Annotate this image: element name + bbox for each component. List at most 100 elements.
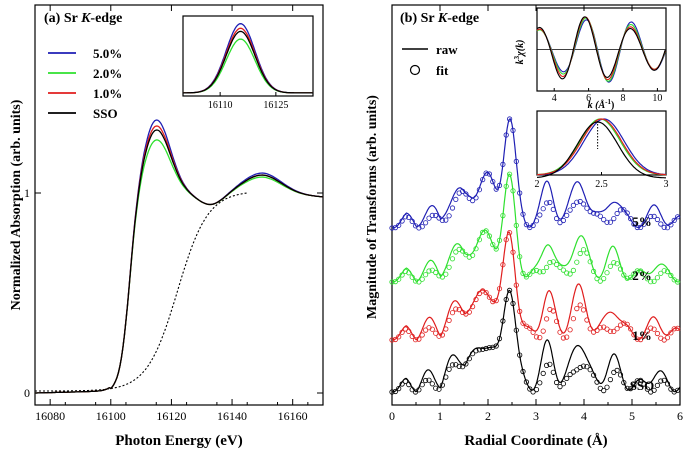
ft-fit-point <box>429 381 435 387</box>
ft-fit-point <box>402 326 408 332</box>
ft-fit-point <box>517 190 523 196</box>
ft-fit-point <box>517 352 523 358</box>
ft-fit-point <box>520 270 526 276</box>
ft-fit-point <box>658 270 664 276</box>
ft-fit-point <box>433 212 439 219</box>
ft-fit-point <box>674 325 681 331</box>
ft-fit-point <box>604 270 610 276</box>
ft-fit-point <box>584 205 590 211</box>
ft-fit-point <box>503 237 509 243</box>
ft-fit-point <box>469 252 476 258</box>
ft-fit-point <box>637 268 644 274</box>
ft-fit-point <box>580 247 587 253</box>
ft-fit-point <box>584 364 590 370</box>
xanes-line-5.0% <box>35 119 324 394</box>
ft-fit-point <box>466 309 472 315</box>
ft-fit-point <box>496 286 503 292</box>
ft-fit-point <box>429 212 435 218</box>
ft-fit-point <box>594 379 600 385</box>
x-tick-label: 0 <box>389 409 395 423</box>
ft-fit-point <box>446 366 452 372</box>
ft-fit-point <box>449 310 456 316</box>
ft-fit-point <box>543 316 550 322</box>
panel-a-frame <box>34 4 324 406</box>
ft-fit-point <box>449 362 456 368</box>
ft-fit-point <box>641 381 647 387</box>
ft-fit-point <box>443 217 449 223</box>
ft-fit-point <box>500 262 506 268</box>
ft-fit-point <box>406 381 412 388</box>
x-tick-label: 16120 <box>156 409 186 423</box>
ft-fit-point <box>617 207 624 213</box>
ft-fit-point <box>476 290 482 297</box>
legend-fit-label: fit <box>436 63 449 78</box>
ft-fit-point <box>627 326 634 332</box>
ft-fit-point <box>624 321 630 327</box>
ft-fit-point <box>668 386 674 392</box>
ft-fit-point <box>513 282 519 288</box>
ft-fit-point <box>533 386 540 393</box>
ft-fit-point <box>416 279 422 285</box>
ft-fit-point <box>412 278 419 284</box>
ft-fit-point <box>644 328 651 334</box>
ft-fit-point <box>416 225 422 231</box>
ft-fit-point <box>469 303 476 310</box>
ft-fit-point <box>577 364 583 371</box>
ft-fit-point <box>389 337 395 343</box>
ft-fit-point <box>422 377 429 384</box>
ft-fit-point <box>641 271 647 277</box>
ft-fit-point <box>422 327 429 333</box>
ft-fit-point <box>580 201 587 207</box>
legend-label-SSO: SSO <box>93 106 118 121</box>
ft-fit-point <box>560 335 567 341</box>
kspace-line-5% <box>536 19 666 83</box>
ft-fit-point <box>607 328 614 334</box>
ft-fit-point <box>443 326 449 332</box>
ft-fit-point <box>590 268 597 274</box>
ft-fit-point <box>517 308 523 314</box>
ft-fit-point <box>590 210 597 216</box>
ft-fit-point <box>463 361 469 367</box>
x-tick-label: 6 <box>677 409 683 423</box>
ft-fit-point <box>443 374 449 380</box>
ft-fit-point <box>674 387 681 393</box>
series-label-5%: 5% <box>632 214 652 229</box>
panel-a-ylabel: Normalized Absorption (arb. units) <box>9 99 24 310</box>
ft-fit-point <box>439 274 445 280</box>
panel-a-curves <box>35 119 324 394</box>
ft-fit-point <box>473 296 479 303</box>
ft-fit-point <box>651 213 657 219</box>
ft-fit-point <box>617 266 624 272</box>
ft-fit-point <box>654 330 661 337</box>
ft-fit-point <box>396 276 402 282</box>
x-tick-label: 3 <box>533 409 539 423</box>
series-label-2%: 2% <box>632 268 652 283</box>
ft-fit-point <box>429 326 435 332</box>
x-tick-label: 16140 <box>217 409 247 423</box>
zoom-x-tick-label: 2.5 <box>595 179 608 190</box>
ft-fit-point <box>486 294 492 300</box>
ft-fit-point <box>570 316 577 322</box>
ft-fit-point <box>567 271 573 277</box>
ft-fit-point <box>493 186 499 192</box>
ft-fit-point <box>396 334 402 340</box>
ft-fit-point <box>459 364 466 370</box>
panel-a-title: (a) Sr K-edge <box>44 11 122 26</box>
ft-fit-point <box>399 218 405 224</box>
kspace-x-tick-label: 4 <box>552 93 557 104</box>
kspace-inset: 4 6 8 10 <box>536 16 666 104</box>
ft-fit-point <box>523 379 530 385</box>
ft-fit-point <box>540 328 546 334</box>
ft-fit-point <box>537 269 543 275</box>
ft-fit-point <box>567 207 573 213</box>
panel-a-xlabel: Photon Energy (eV) <box>115 433 243 449</box>
ft-fit-point <box>537 334 543 341</box>
ft-fit-point <box>406 270 412 276</box>
ft-fit-point <box>668 222 674 228</box>
ft-fit-point <box>416 387 422 393</box>
ft-fit-point <box>597 325 603 331</box>
ft-fit-point <box>580 363 587 369</box>
ft-fit-point <box>621 320 627 326</box>
ft-fit-point <box>634 224 640 231</box>
ft-fit-point <box>644 386 651 392</box>
